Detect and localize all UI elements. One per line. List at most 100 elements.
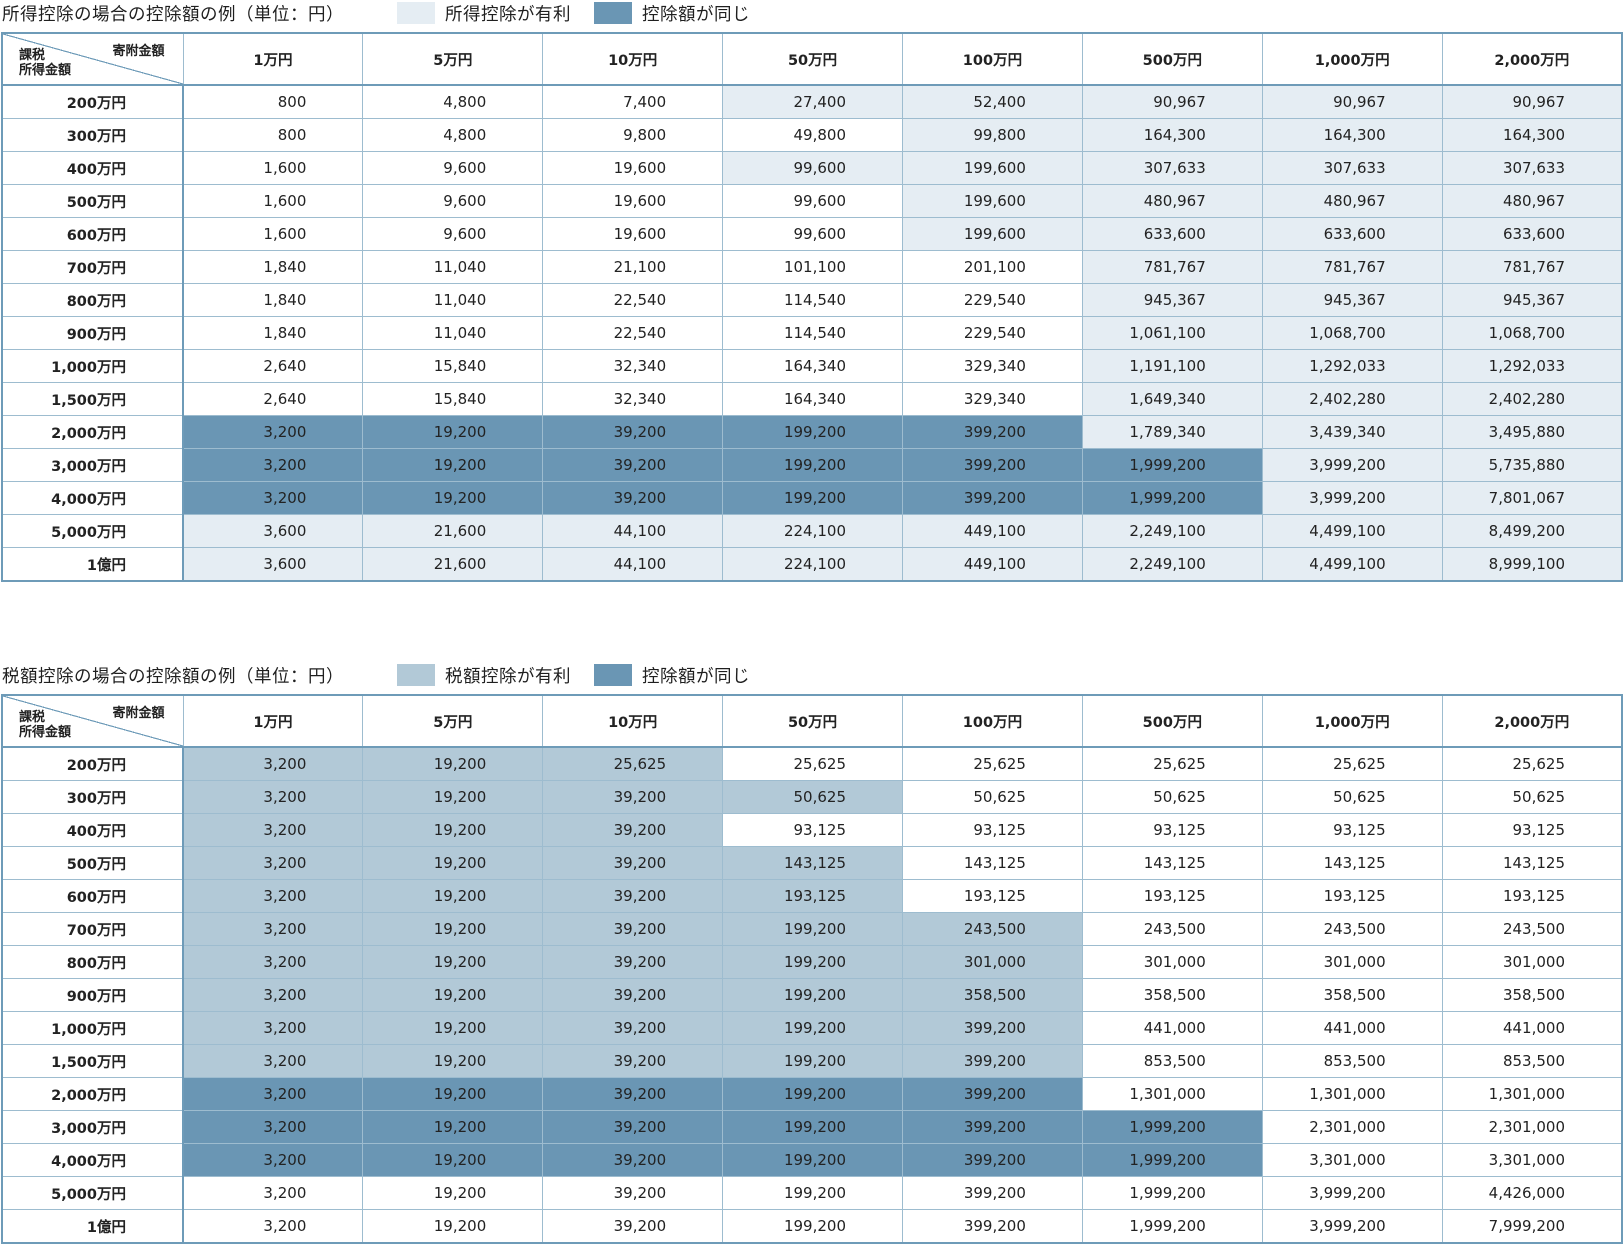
table-header-row: 寄附金額 課税 所得金額 1万円 5万円 10万円 50万円 100万円 500万円 1,00… <box>1 32 1623 86</box>
table-row: 1億円 3,200 19,200 39,200 199,200 399,200 1,999,… <box>1 1209 1623 1244</box>
table-cell: 15,840 <box>362 382 544 416</box>
table-cell: 50,625 <box>1441 780 1623 814</box>
table-cell: 3,200 <box>182 1209 364 1244</box>
corner-income-line-2: 所得金額 <box>19 63 72 78</box>
row-header: 700万円 <box>1 912 184 946</box>
table-cell: 3,200 <box>182 1011 364 1045</box>
table-cell: 164,300 <box>1081 118 1263 152</box>
table-cell: 143,125 <box>1441 846 1623 880</box>
row-header: 1,500万円 <box>1 382 184 416</box>
table-cell: 229,540 <box>902 283 1083 317</box>
table-cell: 15,840 <box>362 349 544 383</box>
row-header: 1億円 <box>1 547 184 582</box>
table-cell: 101,100 <box>722 250 903 284</box>
row-header: 1,000万円 <box>1 349 184 383</box>
column-header: 100万円 <box>902 694 1083 748</box>
table-cell: 19,200 <box>362 879 544 913</box>
table-cell: 358,500 <box>1441 978 1623 1012</box>
table-row: 3,000万円 3,200 19,200 39,200 199,200 399,200 1,… <box>1 448 1623 482</box>
table-cell: 90,967 <box>1441 84 1623 119</box>
row-header: 900万円 <box>1 978 184 1012</box>
corner-header-cell: 寄附金額 課税 所得金額 <box>1 694 184 748</box>
table-cell: 307,633 <box>1081 151 1263 185</box>
tax-credit-table: 寄附金額 課税 所得金額 1万円 5万円 10万円 50万円 100万円 500万円 1,00… <box>1 694 1623 1244</box>
table-cell: 243,500 <box>1441 912 1623 946</box>
table-row: 600万円 3,200 19,200 39,200 193,125 193,125 193,… <box>1 879 1623 913</box>
legend-label-same-amount: 控除額が同じ <box>642 667 750 687</box>
table-row: 500万円 3,200 19,200 39,200 143,125 143,125 143,… <box>1 846 1623 880</box>
table-row: 900万円 3,200 19,200 39,200 199,200 358,500 358,… <box>1 978 1623 1012</box>
table-cell: 3,200 <box>182 780 364 814</box>
table-row: 300万円 3,200 19,200 39,200 50,625 50,625 50,625… <box>1 780 1623 814</box>
table-cell: 3,999,200 <box>1261 448 1443 482</box>
table-cell: 1,999,200 <box>1081 481 1263 515</box>
table-cell: 3,200 <box>182 1077 364 1111</box>
table-cell: 1,840 <box>182 250 364 284</box>
table-cell: 39,200 <box>542 1176 724 1210</box>
table-cell: 9,600 <box>362 217 544 251</box>
table-cell: 1,600 <box>182 217 364 251</box>
table-cell: 7,801,067 <box>1441 481 1623 515</box>
column-header: 5万円 <box>362 694 544 748</box>
table-cell: 193,125 <box>1441 879 1623 913</box>
table-cell: 44,100 <box>542 547 724 582</box>
table-cell: 114,540 <box>722 283 903 317</box>
row-header: 200万円 <box>1 84 184 119</box>
table-cell: 4,800 <box>362 84 544 119</box>
table-cell: 90,967 <box>1261 84 1443 119</box>
table-cell: 1,600 <box>182 184 364 218</box>
row-header: 300万円 <box>1 118 184 152</box>
table-row: 900万円 1,840 11,040 22,540 114,540 229,540 1,06… <box>1 316 1623 350</box>
table-cell: 399,200 <box>902 1110 1083 1144</box>
table-cell: 781,767 <box>1261 250 1443 284</box>
table-cell: 201,100 <box>902 250 1083 284</box>
table-row: 1,000万円 3,200 19,200 39,200 199,200 399,200 44… <box>1 1011 1623 1045</box>
legend-label-same-amount: 控除額が同じ <box>642 5 750 25</box>
table-cell: 441,000 <box>1081 1011 1263 1045</box>
table-cell: 25,625 <box>1441 746 1623 781</box>
table-cell: 1,600 <box>182 151 364 185</box>
table-row: 1,000万円 2,640 15,840 32,340 164,340 329,340 1,… <box>1 349 1623 383</box>
table-cell: 199,600 <box>902 217 1083 251</box>
table-row: 800万円 1,840 11,040 22,540 114,540 229,540 945,… <box>1 283 1623 317</box>
legend-label-income-advantage: 所得控除が有利 <box>445 5 571 25</box>
table-cell: 199,200 <box>722 1143 903 1177</box>
table-cell: 21,600 <box>362 547 544 582</box>
table-cell: 3,200 <box>182 912 364 946</box>
row-header: 800万円 <box>1 283 184 317</box>
table-row: 2,000万円 3,200 19,200 39,200 199,200 399,200 1,… <box>1 1077 1623 1111</box>
row-header: 300万円 <box>1 780 184 814</box>
table-cell: 199,200 <box>722 978 903 1012</box>
table-row: 4,000万円 3,200 19,200 39,200 199,200 399,200 1,… <box>1 481 1623 515</box>
table-cell: 1,789,340 <box>1081 415 1263 449</box>
table-cell: 301,000 <box>1441 945 1623 979</box>
row-header: 5,000万円 <box>1 1176 184 1210</box>
table-cell: 301,000 <box>1081 945 1263 979</box>
table-cell: 3,600 <box>182 547 364 582</box>
table-cell: 2,402,280 <box>1441 382 1623 416</box>
table-row: 300万円 800 4,800 9,800 49,800 99,800 164,300 164… <box>1 118 1623 152</box>
table-cell: 2,640 <box>182 382 364 416</box>
table-cell: 243,500 <box>1261 912 1443 946</box>
table-row: 4,000万円 3,200 19,200 39,200 199,200 399,200 1,… <box>1 1143 1623 1177</box>
row-header: 400万円 <box>1 151 184 185</box>
table-cell: 301,000 <box>902 945 1083 979</box>
table-row: 1,500万円 2,640 15,840 32,340 164,340 329,340 1,… <box>1 382 1623 416</box>
table-cell: 199,600 <box>902 151 1083 185</box>
column-header: 10万円 <box>542 694 724 748</box>
table-cell: 307,633 <box>1261 151 1443 185</box>
table-cell: 945,367 <box>1441 283 1623 317</box>
table-cell: 800 <box>182 118 364 152</box>
table-cell: 164,300 <box>1441 118 1623 152</box>
table-cell: 11,040 <box>362 250 544 284</box>
table-cell: 781,767 <box>1081 250 1263 284</box>
table-cell: 1,999,200 <box>1081 1110 1263 1144</box>
table-cell: 399,200 <box>902 1176 1083 1210</box>
income-deduction-section: 所得控除の場合の控除額の例（単位：円） 所得控除が有利 控除額が同じ 寄附金額 … <box>0 0 1624 582</box>
table-cell: 7,999,200 <box>1441 1209 1623 1244</box>
corner-income-line-1: 課税 <box>19 48 46 63</box>
table-cell: 164,340 <box>722 349 903 383</box>
table-cell: 3,301,000 <box>1261 1143 1443 1177</box>
table-cell: 633,600 <box>1441 217 1623 251</box>
table-cell: 114,540 <box>722 316 903 350</box>
